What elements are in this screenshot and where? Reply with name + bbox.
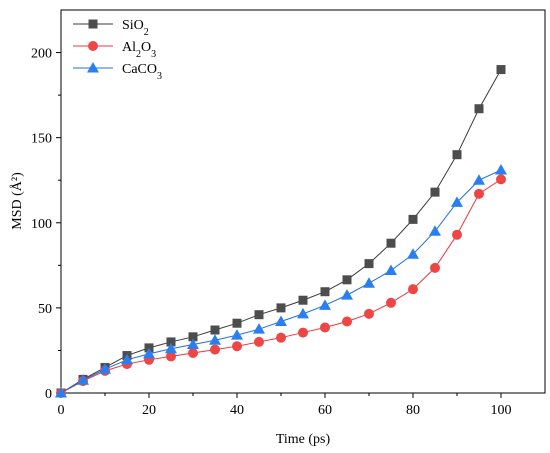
data-point-caco3 [429,225,441,236]
data-point-caco3 [165,342,177,354]
legend-marker-caco3 [87,62,99,73]
data-point-al2o3 [408,284,418,295]
data-point-caco3 [473,174,485,185]
data-point-caco3 [385,264,397,275]
y-tick-label: 0 [45,387,52,402]
data-point-al2o3 [232,341,242,352]
axis-ticks: 0 20 40 60 80 100 0 50 100 150 200 [31,47,512,418]
data-point-al2o3 [342,316,352,327]
data-point-sio2 [408,214,418,224]
data-point-caco3 [209,334,221,345]
data-point-sio2 [320,287,330,297]
data-point-al2o3 [364,308,374,319]
legend-label-al2o3: Al2O3 [122,40,156,60]
data-point-sio2 [276,303,286,313]
data-point-sio2 [210,325,220,335]
data-point-sio2 [298,295,308,305]
data-point-al2o3 [254,336,264,347]
legend-item-caco3: CaCO3 [73,62,162,82]
data-point-sio2 [430,187,440,197]
data-point-al2o3 [210,344,220,355]
data-point-sio2 [496,65,506,75]
data-point-caco3 [451,196,463,207]
data-point-caco3 [275,315,287,327]
data-point-al2o3 [320,322,330,333]
data-point-caco3 [297,307,309,319]
legend-item-al2o3: Al2O3 [73,40,156,60]
data-point-al2o3 [430,262,440,273]
data-point-sio2 [342,275,352,285]
data-point-sio2 [364,259,374,269]
x-tick-label: 40 [230,403,244,418]
data-point-caco3 [495,164,507,175]
series-al2o3 [56,174,506,398]
series-layer [55,65,507,398]
x-tick-label: 20 [142,403,156,418]
data-point-al2o3 [386,297,396,308]
data-point-caco3 [231,329,243,340]
data-point-sio2 [166,337,176,347]
y-axis-label: MSD (Å²) [9,172,25,230]
legend-marker-sio2 [88,19,98,29]
data-point-caco3 [341,289,353,300]
data-point-sio2 [452,150,462,160]
x-tick-label: 80 [406,403,420,418]
data-point-sio2 [254,310,264,320]
plot-frame [60,9,546,394]
data-point-sio2 [474,104,484,114]
data-point-al2o3 [496,174,506,185]
legend-label-caco3: CaCO3 [122,62,162,82]
data-point-caco3 [99,363,111,374]
data-point-sio2 [232,318,242,328]
legend-item-sio2: SiO2 [73,18,149,38]
y-tick-label: 50 [38,302,52,317]
legend-marker-al2o3 [88,41,98,51]
data-point-al2o3 [166,351,176,362]
y-tick-label: 200 [31,47,52,62]
x-tick-label: 0 [58,403,65,418]
data-point-sio2 [386,238,396,248]
x-tick-label: 100 [491,403,512,418]
data-point-caco3 [77,374,89,385]
data-point-caco3 [407,248,419,259]
data-point-al2o3 [188,347,198,358]
y-tick-label: 150 [31,132,52,147]
data-point-al2o3 [474,188,484,199]
data-point-al2o3 [298,327,308,338]
legend-label-sio2: SiO2 [122,18,149,38]
data-point-caco3 [187,338,199,349]
x-axis-label: Time (ps) [276,432,331,447]
data-point-caco3 [55,387,67,398]
series-caco3 [55,164,507,398]
data-point-al2o3 [276,332,286,343]
data-point-caco3 [363,277,375,288]
y-tick-label: 100 [31,217,52,232]
data-point-caco3 [253,323,265,334]
x-tick-label: 60 [318,403,332,418]
data-point-al2o3 [452,229,462,240]
data-point-caco3 [121,353,133,365]
data-point-caco3 [319,299,331,310]
data-point-caco3 [143,347,155,359]
data-point-sio2 [188,332,198,342]
